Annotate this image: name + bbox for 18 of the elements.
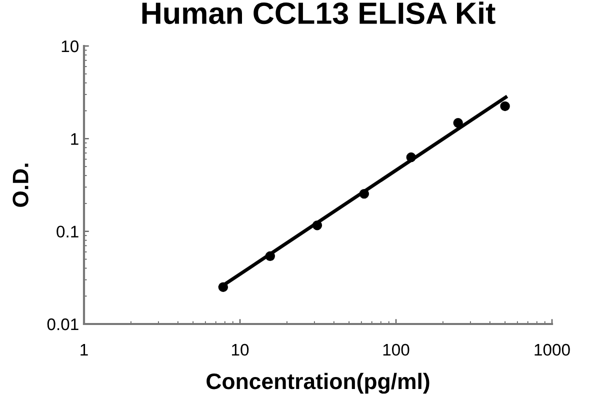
y-tick-label: 0.1	[56, 226, 78, 238]
y-tick-label: 1	[71, 133, 78, 145]
point	[359, 188, 370, 199]
x-tick-label: 1000	[534, 344, 570, 356]
y-axis-title: O.D.	[12, 164, 28, 207]
point	[218, 282, 228, 292]
point	[312, 220, 322, 230]
y-tick-label: 0.01	[47, 318, 78, 330]
point	[265, 251, 275, 261]
point	[453, 118, 463, 128]
x-axis-title: Concentration(pg/ml)	[206, 372, 430, 394]
chart-title: Human CCL13 ELISA Kit	[142, 2, 496, 24]
x-tick-label: 10	[232, 344, 249, 356]
y-tick-label: 10	[62, 40, 78, 52]
point	[500, 101, 510, 112]
x-tick-label: 100	[383, 344, 410, 356]
point	[406, 152, 416, 162]
x-tick-label: 1	[80, 344, 88, 356]
